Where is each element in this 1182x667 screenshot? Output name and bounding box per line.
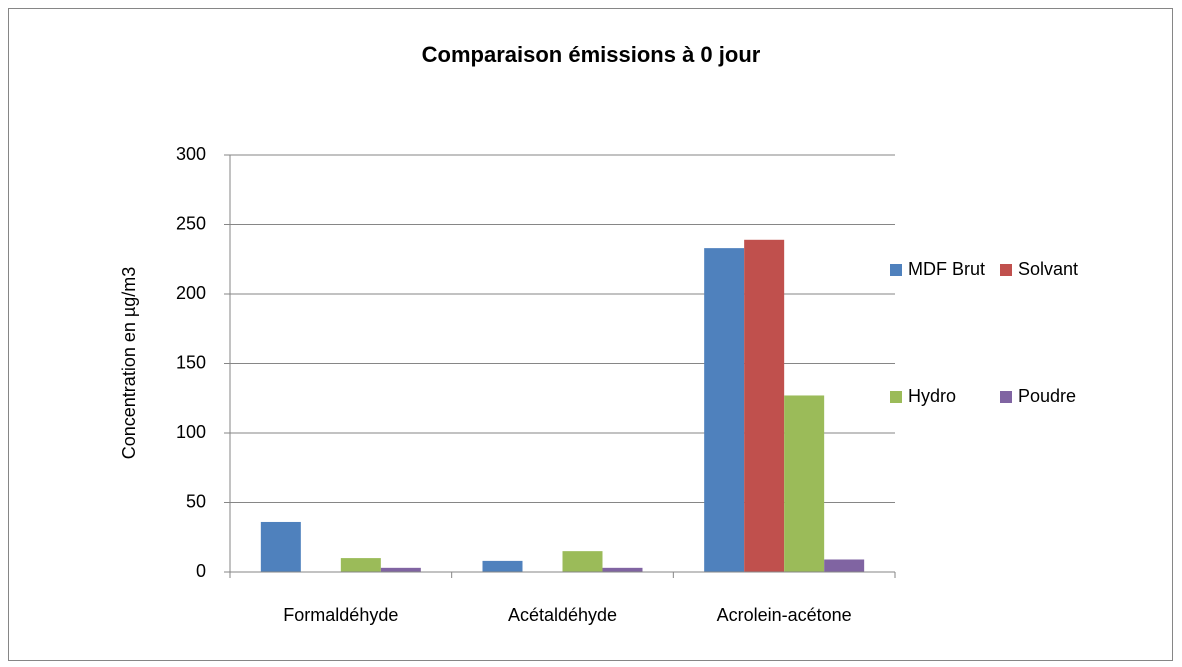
- bar: [824, 559, 865, 572]
- y-tick-label: 100: [176, 422, 206, 442]
- bar: [562, 551, 603, 572]
- chart-title: Comparaison émissions à 0 jour: [422, 42, 761, 67]
- y-tick-label: 200: [176, 283, 206, 303]
- legend-label: Solvant: [1018, 259, 1078, 279]
- y-tick-label: 150: [176, 352, 206, 372]
- bar: [784, 395, 825, 572]
- legend-swatch: [890, 391, 902, 403]
- bar: [744, 239, 785, 573]
- legend-label: Poudre: [1018, 386, 1076, 406]
- legend-swatch: [1000, 391, 1012, 403]
- bar: [380, 567, 421, 572]
- bar: [260, 521, 301, 572]
- y-axis-label: Concentration en µg/m3: [119, 267, 139, 459]
- bar: [340, 558, 381, 572]
- y-tick-label: 250: [176, 213, 206, 233]
- x-tick-label: Acétaldéhyde: [508, 605, 617, 625]
- bar: [704, 248, 745, 572]
- legend-label: MDF Brut: [908, 259, 985, 279]
- x-tick-label: Acrolein-acétone: [717, 605, 852, 625]
- y-tick-label: 50: [186, 491, 206, 511]
- legend-swatch: [1000, 264, 1012, 276]
- legend-label: Hydro: [908, 386, 956, 406]
- bar: [602, 567, 643, 572]
- bar: [482, 560, 523, 572]
- legend-swatch: [890, 264, 902, 276]
- y-tick-label: 0: [196, 561, 206, 581]
- x-tick-label: Formaldéhyde: [283, 605, 398, 625]
- y-tick-label: 300: [176, 144, 206, 164]
